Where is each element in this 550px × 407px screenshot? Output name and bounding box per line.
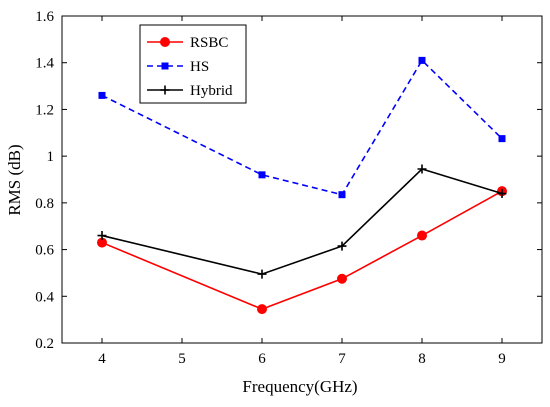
data-point-hybrid [497,189,507,199]
x-tick-label: 9 [498,351,506,367]
legend-label-rsbc: RSBC [190,35,228,51]
y-tick-label: 0.6 [35,243,54,259]
y-tick-label: 0.4 [35,289,54,305]
y-tick-label: 1.2 [35,102,54,118]
y-tick-label: 0.8 [35,196,54,212]
data-point-hybrid [257,269,267,279]
x-tick-label: 5 [178,351,186,367]
data-point-hs [418,56,426,64]
x-tick-label: 6 [258,351,266,367]
legend-label-hs: HS [190,59,209,75]
x-axis-label: Frequency(GHz) [242,377,357,396]
legend-marker-rsbc [160,37,170,47]
x-tick-label: 8 [418,351,426,367]
y-tick-label: 0.2 [35,336,54,352]
legend: RSBC HS Hybrid [139,24,247,104]
data-point-rsbc [417,230,427,241]
series-layer [97,56,507,315]
data-point-hybrid [97,231,107,241]
x-tick-label: 4 [98,351,106,367]
series-line-hybrid [101,168,503,275]
y-tick-label: 1 [47,149,55,165]
data-point-hs [338,191,346,199]
legend-label-hybrid: Hybrid [190,83,233,99]
ticks-layer: 4 5 6 7 8 9 0.2 0.4 0.6 0.8 1 1.2 1.4 1.6 [35,9,542,367]
series-hs [98,56,506,199]
y-tick-label: 1.4 [35,56,54,72]
plot-area-frame [61,15,543,344]
series-hybrid [97,164,507,279]
data-point-hybrid [417,164,427,174]
legend-marker-hybrid [160,85,170,95]
x-tick-label: 7 [338,351,346,367]
data-point-hs [498,135,506,143]
data-point-rsbc [337,273,347,284]
y-axis-label: RMS (dB) [5,144,24,215]
data-point-hybrid [337,241,347,251]
y-tick-label: 1.6 [35,9,54,25]
data-point-hs [98,91,106,99]
series-rsbc [97,186,507,315]
legend-marker-hs [161,62,169,70]
data-point-hs [258,171,266,179]
data-point-rsbc [257,304,267,315]
